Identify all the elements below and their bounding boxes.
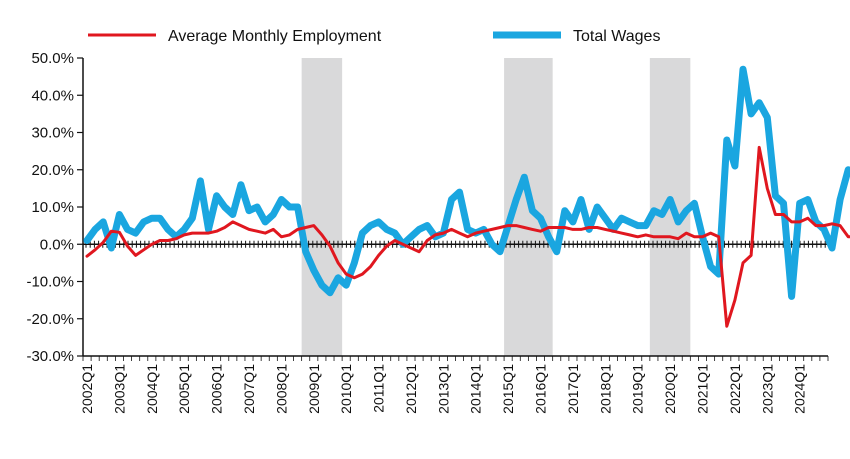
x-tick-label: 2010Q1 — [338, 364, 354, 414]
x-tick-label: 2012Q1 — [403, 364, 419, 414]
y-tick-label: -10.0% — [26, 274, 74, 291]
x-tick-label: 2008Q1 — [273, 364, 289, 414]
axis-layer: -30.0% -20.0% -10.0% 0.0% 10.0% 20.0% 30.0% 40.… — [26, 50, 829, 414]
x-tick-label: 2024Q1 — [792, 364, 808, 414]
x-tick-label: 2022Q1 — [727, 364, 743, 414]
zero-baseline-layer — [83, 240, 828, 248]
x-tick-label: 2009Q1 — [306, 364, 322, 414]
y-tick-label: 20.0% — [31, 162, 74, 179]
legend-item-average-monthly-employment: Average Monthly Employment — [88, 28, 382, 45]
shaded-period-1 — [301, 58, 343, 356]
x-tick-label: 2004Q1 — [144, 364, 160, 414]
x-tick-label: 2017Q1 — [565, 364, 581, 414]
y-tick-label: 10.0% — [31, 199, 74, 216]
y-tick-label: 40.0% — [31, 87, 74, 104]
series-layer — [83, 65, 850, 328]
x-tick-label: 2015Q1 — [500, 364, 516, 414]
x-tick-label: 2007Q1 — [241, 364, 257, 414]
x-tick-label: 2011Q1 — [371, 364, 387, 413]
x-tick-label: 2006Q1 — [209, 364, 225, 414]
x-tick-label: 2002Q1 — [79, 364, 95, 414]
x-tick-label: 2003Q1 — [111, 364, 127, 414]
series-line-average-monthly-employment — [85, 145, 850, 328]
y-tick-label: 30.0% — [31, 125, 74, 142]
x-tick-label: 2020Q1 — [662, 364, 678, 414]
x-tick-label: 2018Q1 — [597, 364, 613, 414]
legend-label: Total Wages — [573, 28, 660, 45]
y-tick-label: 50.0% — [31, 50, 74, 67]
y-tick-label: -20.0% — [26, 311, 74, 328]
x-tick-label: 2019Q1 — [630, 364, 646, 414]
x-tick-label: 2016Q1 — [533, 364, 549, 414]
recession-shading-layer — [301, 58, 691, 356]
legend-label: Average Monthly Employment — [168, 28, 382, 45]
x-tick-label: 2014Q1 — [468, 364, 484, 414]
legend-item-total-wages: Total Wages — [493, 28, 660, 45]
x-tick-label: 2021Q1 — [694, 364, 710, 414]
series-line-total-wages — [83, 65, 850, 300]
x-tick-label: 2013Q1 — [435, 364, 451, 414]
x-tick-label: 2023Q1 — [759, 364, 775, 414]
x-tick-label: 2005Q1 — [176, 364, 192, 414]
legend: Average Monthly Employment Total Wages — [88, 28, 660, 45]
y-tick-label: -30.0% — [26, 348, 74, 365]
y-tick-label: 0.0% — [40, 236, 74, 253]
